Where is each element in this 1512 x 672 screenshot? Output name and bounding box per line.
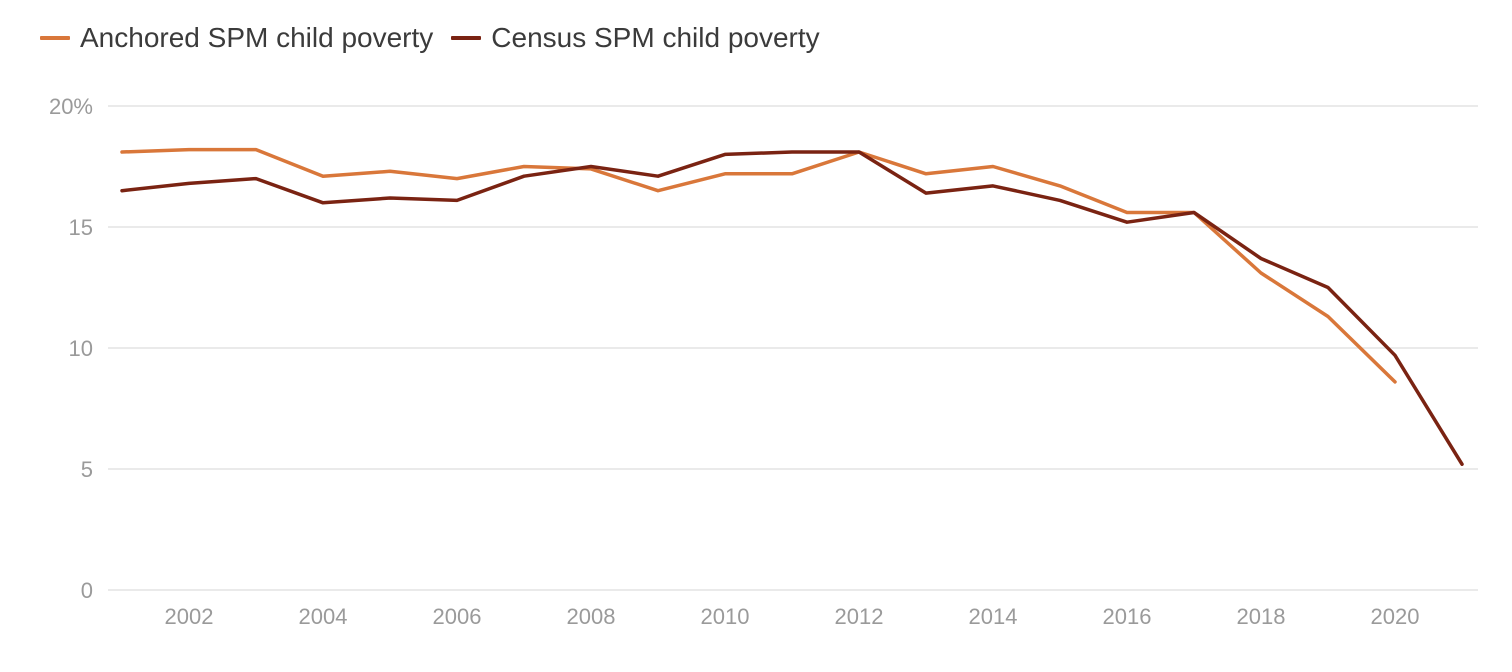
y-tick-label: 15 xyxy=(69,215,93,240)
x-tick-label: 2010 xyxy=(701,604,750,629)
y-tick-label: 0 xyxy=(81,578,93,603)
x-tick-label: 2006 xyxy=(433,604,482,629)
legend-swatch-census xyxy=(451,36,482,40)
x-tick-label: 2014 xyxy=(969,604,1018,629)
x-tick-label: 2018 xyxy=(1237,604,1286,629)
x-tick-label: 2004 xyxy=(299,604,348,629)
legend-item-anchored: Anchored SPM child poverty xyxy=(40,22,433,54)
x-tick-label: 2002 xyxy=(165,604,214,629)
series-lines xyxy=(120,147,1464,466)
x-tick-label: 2008 xyxy=(567,604,616,629)
x-axis: 2002 2004 2006 2008 2010 2012 2014 2016 2018 2020 xyxy=(165,604,1420,629)
legend-label-census: Census SPM child poverty xyxy=(491,22,820,53)
x-tick-label: 2012 xyxy=(835,604,884,629)
y-tick-label: 20% xyxy=(49,94,93,119)
y-tick-label: 10 xyxy=(69,336,93,361)
legend-label-anchored: Anchored SPM child poverty xyxy=(80,22,434,53)
legend: Anchored SPM child poverty Census SPM ch… xyxy=(40,22,820,54)
y-axis: 0 5 10 15 20% xyxy=(49,94,93,603)
series-line-anchored xyxy=(120,147,1397,384)
legend-swatch-anchored xyxy=(40,36,70,40)
y-tick-label: 5 xyxy=(81,457,93,482)
grid-lines xyxy=(108,105,1478,591)
series-line-census xyxy=(120,150,1464,466)
x-tick-label: 2016 xyxy=(1103,604,1152,629)
legend-item-census: Census SPM child poverty xyxy=(451,22,820,54)
x-tick-label: 2020 xyxy=(1371,604,1420,629)
